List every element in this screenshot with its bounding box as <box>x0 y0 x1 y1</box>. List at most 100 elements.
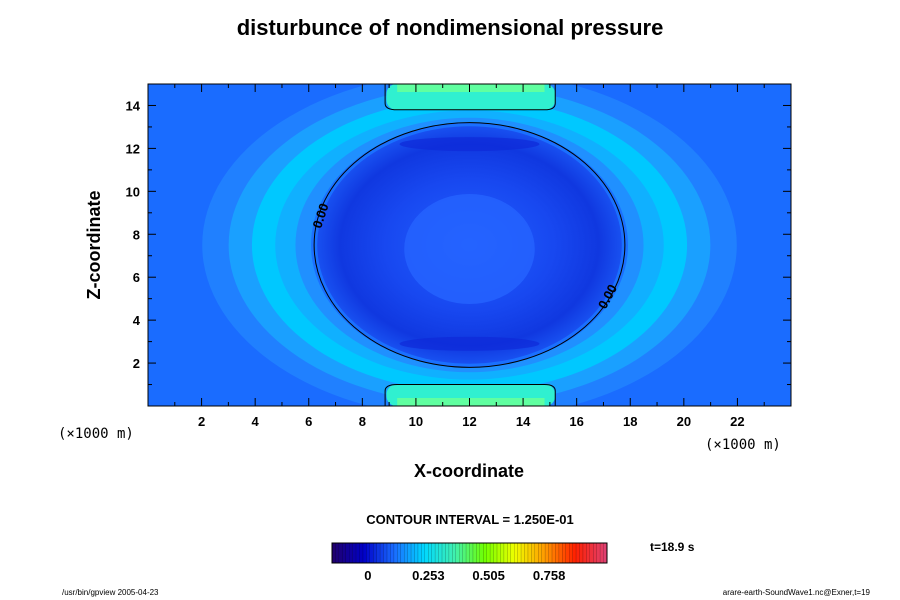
colorbar-cell <box>576 543 580 563</box>
colorbar-cell <box>332 543 336 563</box>
colorbar-cell <box>352 543 357 563</box>
colorbar-cell <box>593 543 597 563</box>
colorbar-frame <box>331 542 608 564</box>
contour-interval-text: CONTOUR INTERVAL = 1.250E-01 <box>366 512 574 527</box>
colorbar-cell <box>342 543 347 563</box>
colorbar-cell <box>428 543 432 563</box>
y-axis-title: Z-coordinate <box>84 190 104 299</box>
colorbar-cell <box>407 543 412 563</box>
colorbar-cell <box>486 543 491 563</box>
colorbar-cell <box>479 543 484 563</box>
colorbar-cell <box>390 543 395 563</box>
colorbar-cell <box>414 543 419 563</box>
x-tick-label: 16 <box>569 414 583 429</box>
colorbar-cell <box>435 543 439 563</box>
y-tick-label: 6 <box>133 270 140 285</box>
colorbar-cell <box>359 543 364 563</box>
bottom-peak-max <box>397 398 545 406</box>
inner-center <box>404 193 535 305</box>
colorbar-tick-label: 0.505 <box>472 568 505 583</box>
footer-source: arare-earth-SoundWave1.nc@Exner,t=19 <box>722 588 870 597</box>
y-tick-label: 12 <box>126 141 140 156</box>
colorbar-cell <box>565 543 570 563</box>
colorbar-cell <box>376 543 381 563</box>
inner-streak-top <box>399 137 540 152</box>
colorbar-cell <box>373 543 377 563</box>
y-tick-label: 8 <box>133 227 140 242</box>
colorbar-cell <box>366 543 371 563</box>
colorbar-cell <box>445 543 450 563</box>
colorbar-cell <box>404 543 408 563</box>
x-tick-label: 14 <box>516 414 531 429</box>
colorbar-cell <box>534 543 539 563</box>
colorbar-cell <box>397 543 402 563</box>
colorbar-cell <box>589 543 594 563</box>
x-tick-label: 10 <box>409 414 423 429</box>
colorbar-cell <box>411 543 415 563</box>
pressure-field <box>148 84 791 406</box>
x-tick-label: 20 <box>677 414 691 429</box>
colorbar-cell <box>531 543 536 563</box>
colorbar-cell <box>579 543 584 563</box>
colorbar-cell <box>517 543 522 563</box>
x-tick-label: 4 <box>252 414 260 429</box>
x-tick-label: 6 <box>305 414 312 429</box>
colorbar-tick-label: 0.253 <box>412 568 445 583</box>
colorbar-cell <box>455 543 460 563</box>
colorbar-cell <box>521 543 525 563</box>
x-tick-label: 8 <box>359 414 366 429</box>
colorbar-cell <box>586 543 591 563</box>
colorbar-cell <box>514 543 518 563</box>
colorbar-cell <box>476 543 481 563</box>
colorbar-cell <box>569 543 573 563</box>
colorbar-cell <box>349 543 353 563</box>
colorbar-cell <box>356 543 360 563</box>
colorbar-cell <box>469 543 474 563</box>
colorbar-cell <box>472 543 477 563</box>
colorbar-cell <box>527 543 532 563</box>
x-tick-label: 22 <box>730 414 744 429</box>
colorbar-cell <box>603 543 608 563</box>
chart-title: disturbunce of nondimensional pressure <box>236 15 664 40</box>
colorbar-cell <box>459 543 463 563</box>
x-tick-label: 2 <box>198 414 205 429</box>
colorbar-cell <box>393 543 398 563</box>
x-axis-title: X-coordinate <box>414 461 524 481</box>
colorbar-cell <box>507 543 512 563</box>
y-tick-label: 10 <box>126 184 140 199</box>
colorbar-cell <box>562 543 567 563</box>
colorbar-cell <box>548 543 553 563</box>
colorbar-cell <box>582 543 587 563</box>
colorbar-cell <box>338 543 343 563</box>
colorbar-cell <box>503 543 508 563</box>
y-tick-label: 2 <box>133 356 140 371</box>
contour-label: 0.00 <box>310 201 332 230</box>
colorbar-cell <box>524 543 529 563</box>
colorbar-cell <box>538 543 542 563</box>
colorbar-cell <box>448 543 453 563</box>
zero-contour-circle <box>313 122 626 368</box>
colorbar-cell <box>400 543 405 563</box>
colorbar-cell <box>335 543 340 563</box>
x-tick-label: 12 <box>462 414 476 429</box>
inner-streak-bottom <box>399 336 540 351</box>
colorbar-cell <box>596 543 601 563</box>
colorbar-tick-label: 0.758 <box>533 568 566 583</box>
colorbar-cell <box>383 543 388 563</box>
colorbar-cell <box>545 543 549 563</box>
colorbar: 0 0.253 0.505 0.758 <box>331 542 608 583</box>
colorbar-cell <box>369 543 374 563</box>
x-tick-label: 18 <box>623 414 637 429</box>
colorbar-cell <box>500 543 505 563</box>
zero-contour-bottom <box>384 384 556 406</box>
colorbar-cell <box>497 543 501 563</box>
top-peak-max <box>397 84 545 92</box>
colorbar-cell <box>387 543 391 563</box>
colorbar-cell <box>483 543 487 563</box>
y-tick-label: 4 <box>133 313 141 328</box>
colorbar-cell <box>600 543 604 563</box>
colorbar-cell <box>452 543 457 563</box>
y-axis: 2 4 6 8 10 12 14 <box>126 98 791 386</box>
y-tick-label: 14 <box>126 98 141 113</box>
colorbar-cell <box>541 543 546 563</box>
